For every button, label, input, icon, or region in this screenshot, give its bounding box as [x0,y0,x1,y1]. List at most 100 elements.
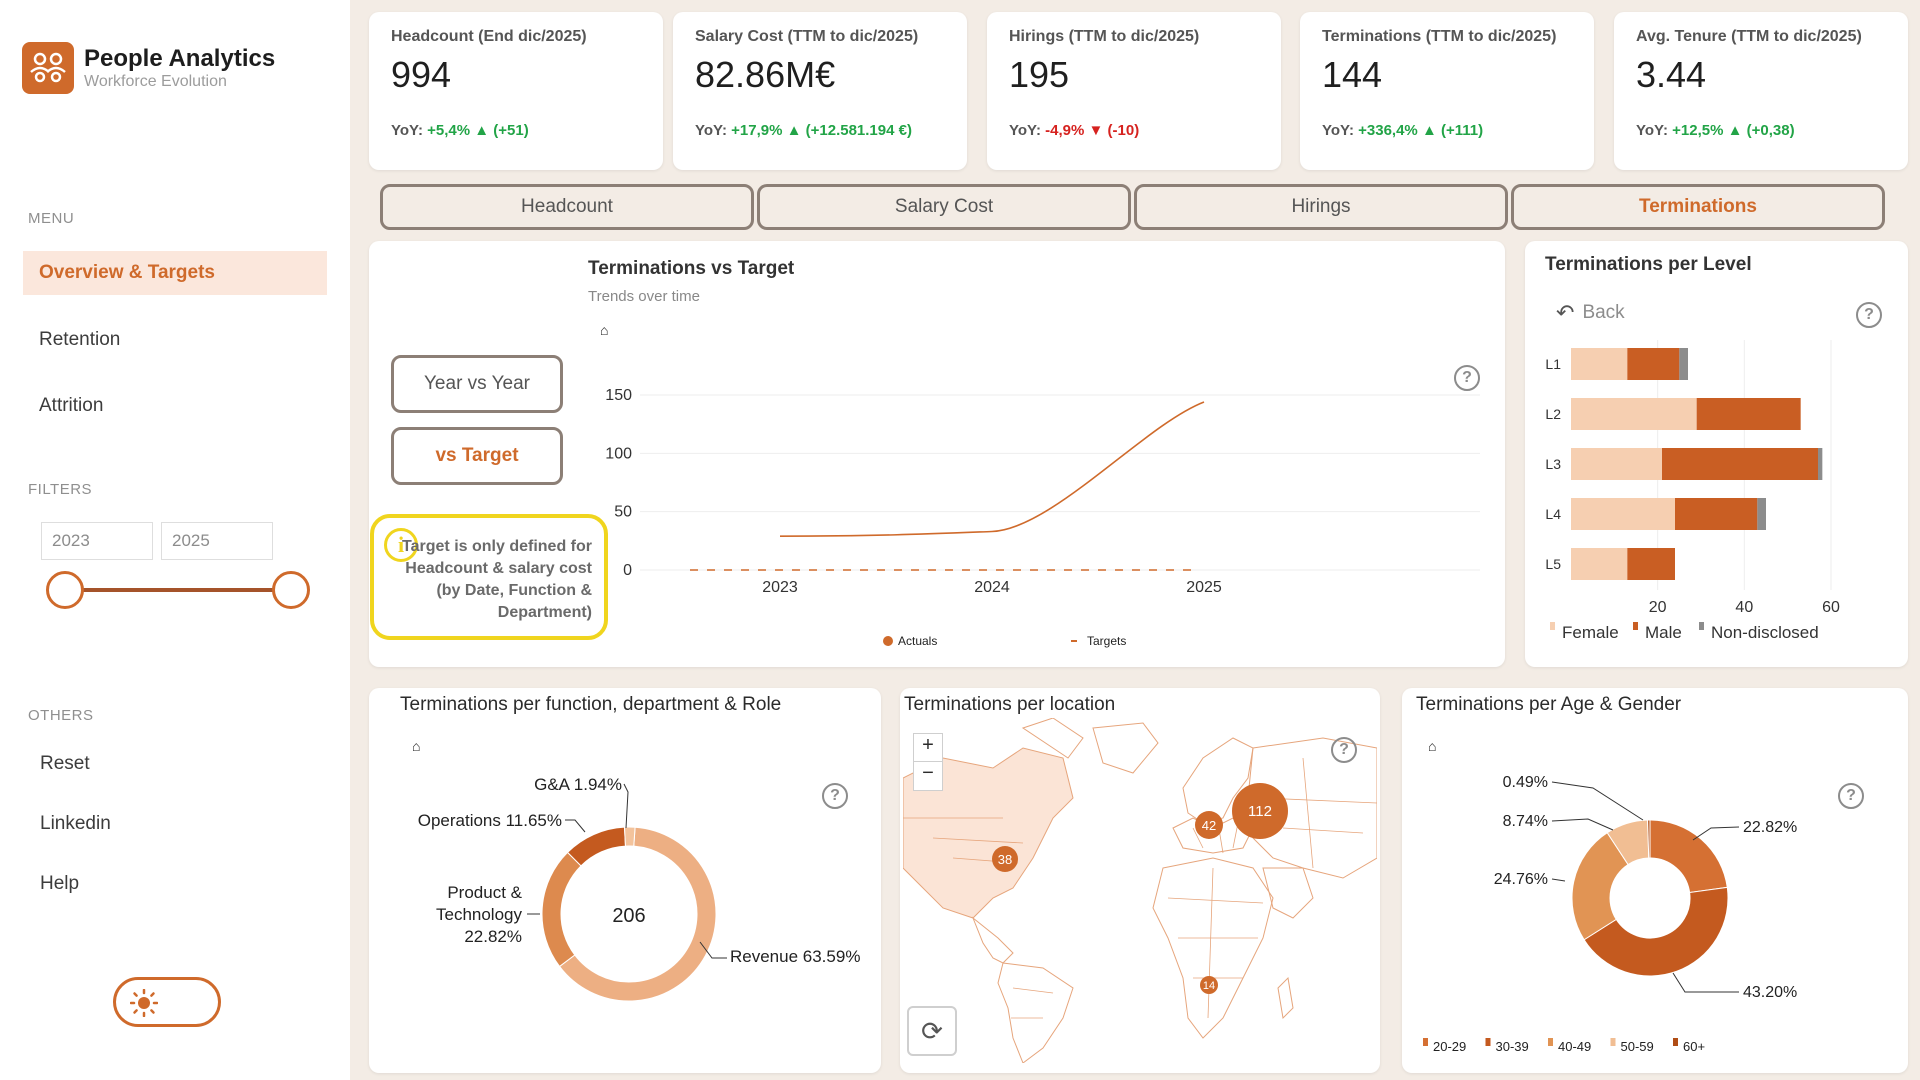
help-icon[interactable]: ? [822,783,848,809]
bubble-label: 112 [1248,803,1272,820]
kpi-yoy-value: -4,9% [1045,122,1085,139]
actuals-line [779,401,1205,537]
year-vs-year-button[interactable]: Year vs Year [391,355,563,413]
terminations-per-function-donut: 206 Revenue 63.59% G&A 1.94% Operations 11.… [418,775,860,1002]
slice-label: 8.74% [1503,813,1548,830]
menu-section-label: MENU [28,210,75,227]
zoom-in-button[interactable]: + [914,734,942,762]
leader-line [623,783,629,829]
location-bubble[interactable]: 14 [1200,976,1218,994]
legend-marker [1610,1038,1616,1046]
kpi-yoy: YoY: +17,9% ▲ (+12.581.194 €) [695,122,945,139]
slider-end-handle[interactable] [272,571,310,609]
brand: People Analytics Workforce Evolution [22,42,275,94]
tab-salary-cost[interactable]: Salary Cost [757,184,1131,230]
arrow-up-icon: ▲ [1727,122,1743,139]
bar-segment [1696,398,1801,430]
location-panel-title: Terminations per location [904,694,1116,715]
info-text: Target is only defined for Headcount & s… [402,538,592,621]
kpi-yoy: YoY: +5,4% ▲ (+51) [391,122,641,139]
legend-label: 40-49 [1558,1039,1591,1054]
kpi-card-avg-tenure: Avg. Tenure (TTM to dic/2025) 3.44 YoY: … [1614,12,1908,170]
age-panel [1402,688,1908,1073]
reset-link[interactable]: Reset [40,753,90,774]
x-tick-label: 2024 [974,579,1010,596]
kpi-yoy-delta: (+111) [1440,122,1484,139]
kpi-yoy-label: YoY: [695,122,727,139]
home-icon[interactable]: ⌂ [1428,738,1437,754]
bar-segment [1627,348,1680,380]
kpi-yoy-label: YoY: [1009,122,1041,139]
info-icon: i [384,528,418,562]
kpi-title: Salary Cost (TTM to dic/2025) [695,28,919,45]
bar-segment [1627,548,1675,580]
help-icon[interactable]: ? [1454,365,1480,391]
filters-section-label: FILTERS [28,481,93,498]
year-range-slider[interactable] [64,588,292,592]
donut-slice [623,826,636,847]
x-tick-label: 20 [1649,599,1667,616]
terminations-per-level-chart: 20 40 60 L1 L2 L3 L4 L5 Female Male Non-disclosed [1545,340,1840,642]
arrow-down-icon: ▼ [1088,122,1104,139]
kpi-yoy-label: YoY: [391,122,423,139]
help-link[interactable]: Help [40,873,80,894]
menu-item-attrition[interactable]: Attrition [39,395,104,416]
year-to-input[interactable]: 2025 [161,522,273,560]
back-button[interactable]: ↶ Back [1556,300,1625,326]
slice-label: 22.82% [464,927,522,946]
kpi-value: 195 [1009,54,1070,95]
back-arrow-icon: ↶ [1556,300,1575,325]
linkedin-link[interactable]: Linkedin [40,813,111,834]
tab-hirings[interactable]: Hirings [1134,184,1508,230]
world-map[interactable]: 112 42 38 14 [903,718,1377,1063]
help-icon[interactable]: ? [1331,737,1357,763]
donut-slice [566,826,626,867]
legend-marker [1699,622,1704,630]
help-icon[interactable]: ? [1838,783,1864,809]
menu-item-retention[interactable]: Retention [39,329,121,350]
kpi-yoy: YoY: +12,5% ▲ (+0,38) [1636,122,1886,139]
legend-marker [1673,1038,1678,1046]
leader-line [1551,781,1644,821]
bubble-label: 42 [1202,818,1216,833]
tab-terminations[interactable]: Terminations [1511,184,1885,230]
slice-label: Revenue 63.59% [730,947,860,966]
kpi-card-terminations: Terminations (TTM to dic/2025) 144 YoY: … [1300,12,1594,170]
kpi-yoy-delta: (+12.581.194 €) [805,122,912,139]
slice-label: 0.49% [1503,774,1548,791]
location-bubble[interactable]: 112 [1232,783,1288,839]
refresh-icon[interactable]: ⟳ [907,1006,957,1056]
kpi-yoy-value: +12,5% [1672,122,1724,139]
category-label: L5 [1545,556,1561,572]
slider-start-handle[interactable] [46,571,84,609]
bar-segment [1571,548,1628,580]
target-info-note: i Target is only defined for Headcount &… [370,514,608,640]
y-tick-label: 100 [605,445,632,462]
leader-line [1551,818,1614,831]
menu-item-overview-targets[interactable]: Overview & Targets [23,251,327,295]
legend-actuals-marker [883,636,893,646]
vs-target-button[interactable]: vs Target [391,427,563,485]
arrow-up-icon: ▲ [474,122,490,139]
location-bubble[interactable]: 42 [1195,811,1223,839]
legend-label: Male [1645,623,1682,642]
home-icon[interactable]: ⌂ [600,322,609,338]
help-icon[interactable]: ? [1856,302,1882,328]
donut-slice [1571,832,1629,941]
category-label: L3 [1545,456,1561,472]
legend-label: 20-29 [1433,1039,1466,1054]
location-bubble[interactable]: 38 [992,846,1018,872]
theme-toggle[interactable] [113,977,221,1027]
legend-marker [1548,1038,1553,1046]
legend-label: Female [1562,623,1619,642]
kpi-value: 3.44 [1636,54,1707,95]
sidebar: People Analytics Workforce Evolution MEN… [0,0,350,1080]
zoom-out-button[interactable]: − [922,762,934,784]
legend-marker [1423,1038,1428,1046]
arrow-up-icon: ▲ [1421,122,1437,139]
tab-headcount[interactable]: Headcount [380,184,754,230]
x-tick-label: 2023 [762,579,798,596]
bar-segment [1662,448,1818,480]
home-icon[interactable]: ⌂ [412,738,421,754]
year-from-input[interactable]: 2023 [41,522,153,560]
